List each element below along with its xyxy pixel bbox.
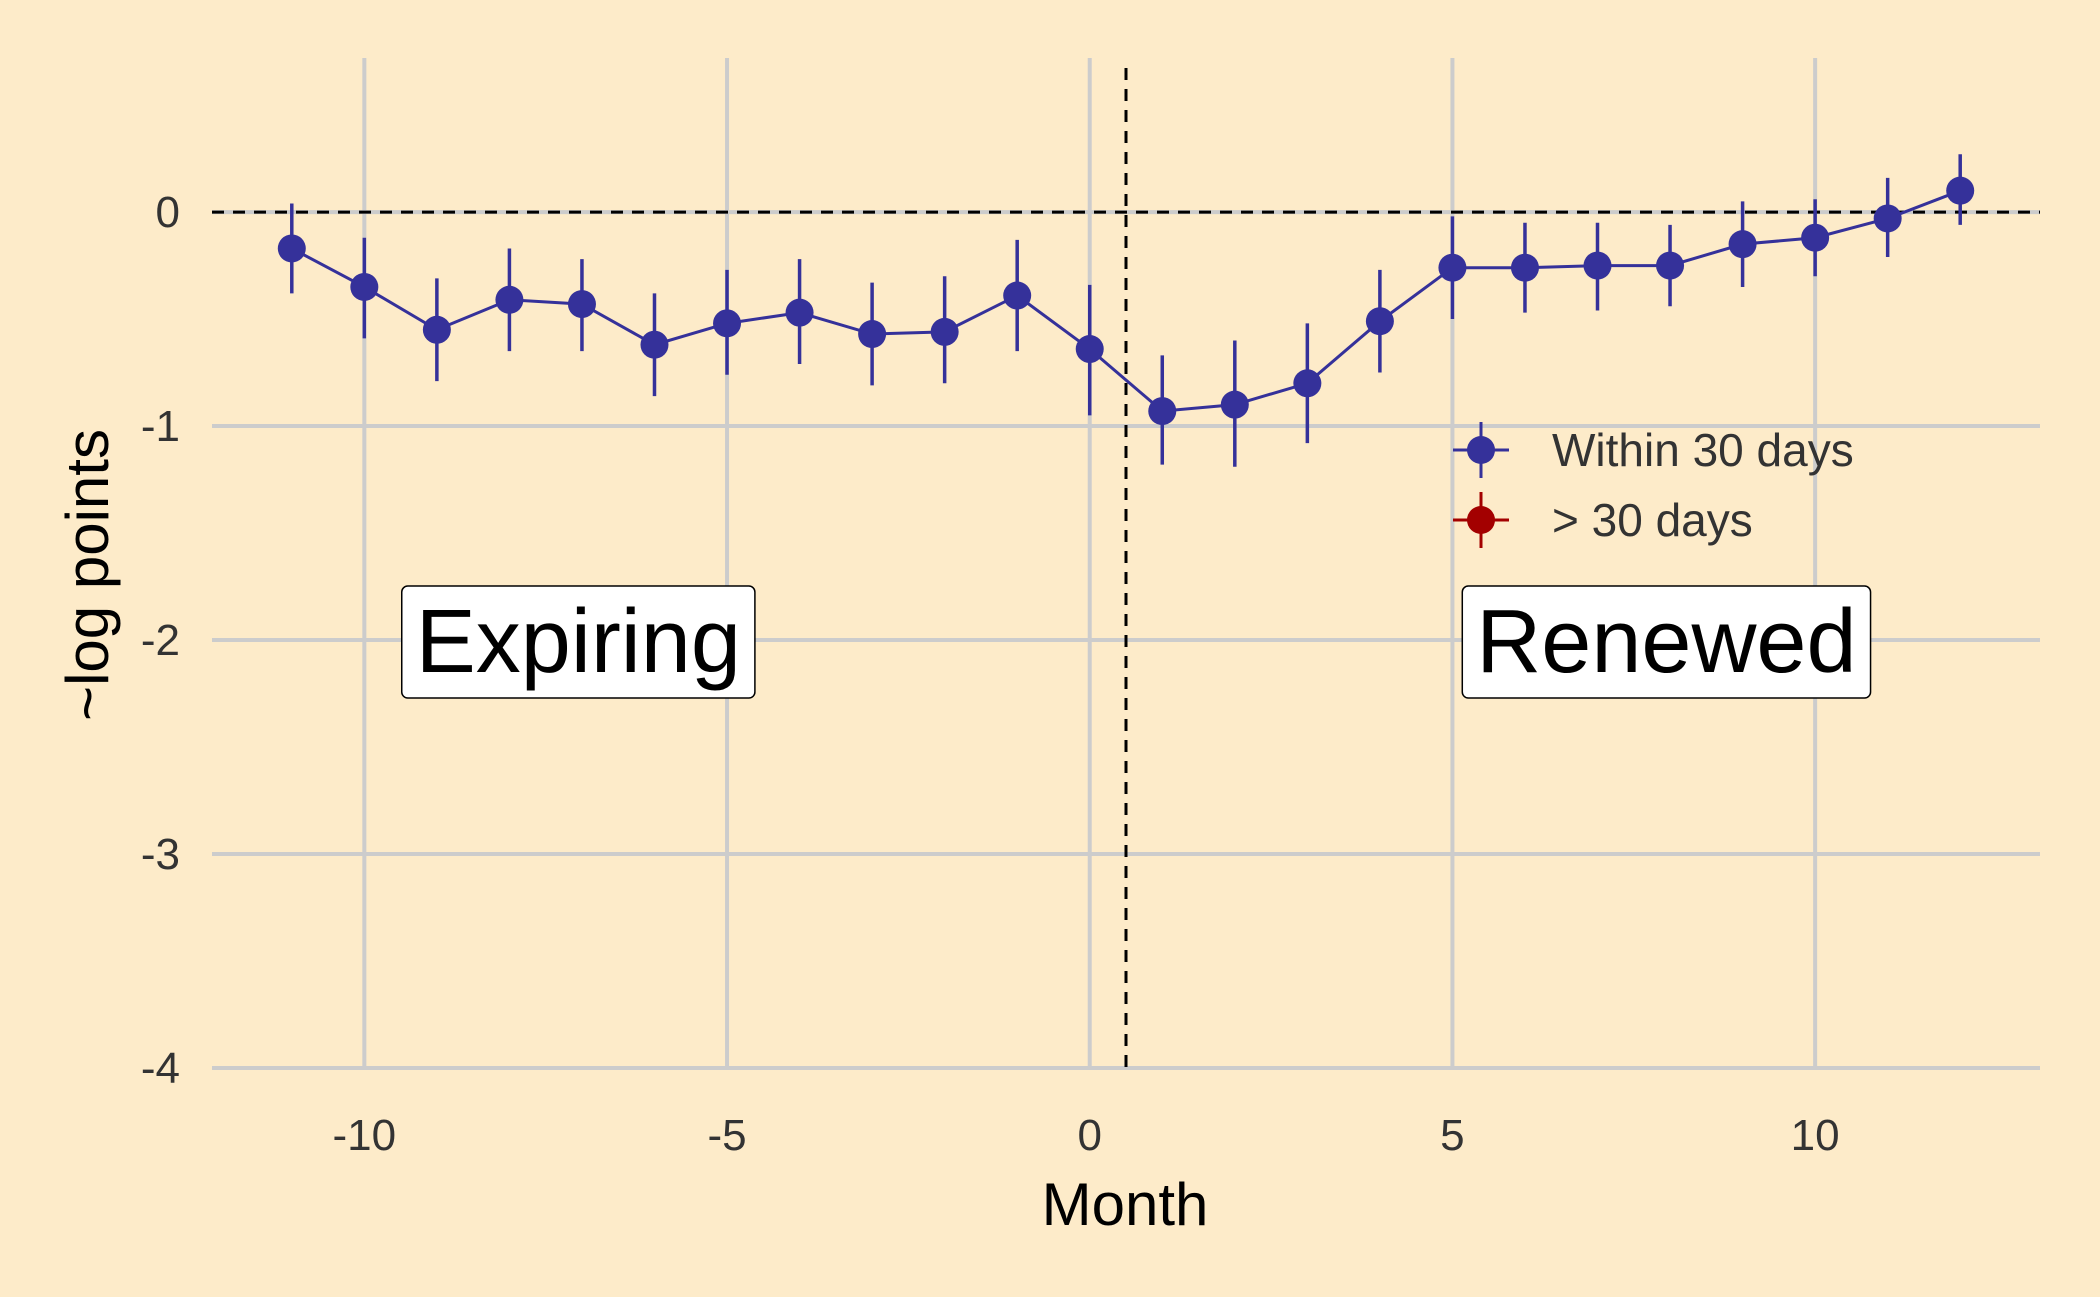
legend-label: > 30 days xyxy=(1552,494,1753,546)
x-tick-label: 5 xyxy=(1440,1111,1464,1160)
data-point xyxy=(277,234,306,263)
y-tick-labels: 0 -1 -2 -3 -4 xyxy=(141,188,180,1093)
series xyxy=(277,154,1975,467)
y-tick-label: -1 xyxy=(141,402,180,451)
data-point xyxy=(1583,251,1612,280)
region-annotations: Expiring Renewed xyxy=(400,585,1872,699)
x-tick-label: -10 xyxy=(333,1111,397,1160)
x-tick-labels: -10 -5 0 5 10 xyxy=(333,1111,1840,1160)
annotation-label: Expiring xyxy=(416,592,741,692)
data-point xyxy=(1946,176,1975,205)
data-point xyxy=(567,290,596,319)
y-axis-title: ~log points xyxy=(54,429,121,721)
data-point xyxy=(785,298,814,327)
data-point xyxy=(350,272,379,301)
data-point xyxy=(640,330,669,359)
data-point xyxy=(713,309,742,338)
y-tick-label: 0 xyxy=(156,188,180,237)
y-tick-label: -2 xyxy=(141,616,180,665)
data-point xyxy=(422,315,451,344)
legend-key-marker xyxy=(1467,436,1495,464)
data-point xyxy=(1801,223,1830,252)
annotation-renewed: Renewed xyxy=(1461,585,1872,699)
data-point xyxy=(1438,253,1467,282)
y-tick-label: -3 xyxy=(141,830,180,879)
legend-item: > 30 days xyxy=(1453,492,1753,548)
legend-key-marker xyxy=(1467,506,1495,534)
reference-lines xyxy=(212,68,2040,1068)
data-point xyxy=(1003,281,1032,310)
data-point xyxy=(1873,204,1902,233)
data-point xyxy=(1075,335,1104,364)
data-point xyxy=(1510,253,1539,282)
annotation-expiring: Expiring xyxy=(400,585,756,699)
data-point xyxy=(858,320,887,349)
annotation-box xyxy=(400,585,756,699)
data-point xyxy=(1656,251,1685,280)
data-point xyxy=(1728,230,1757,259)
data-point xyxy=(1220,390,1249,419)
data-point xyxy=(1293,369,1322,398)
x-tick-label: 0 xyxy=(1077,1111,1101,1160)
legend: Within 30 days > 30 days xyxy=(1453,422,1854,548)
annotation-label: Renewed xyxy=(1476,592,1856,692)
data-point xyxy=(1148,397,1177,426)
annotation-box xyxy=(1461,585,1872,699)
data-point xyxy=(495,285,524,314)
x-axis-title: Month xyxy=(1042,1171,1209,1238)
x-tick-label: 10 xyxy=(1791,1111,1840,1160)
legend-item: Within 30 days xyxy=(1453,422,1854,478)
y-tick-label: -4 xyxy=(141,1044,180,1093)
legend-label: Within 30 days xyxy=(1552,424,1854,476)
data-point xyxy=(1365,307,1394,336)
data-point xyxy=(930,317,959,346)
x-tick-label: -5 xyxy=(707,1111,746,1160)
